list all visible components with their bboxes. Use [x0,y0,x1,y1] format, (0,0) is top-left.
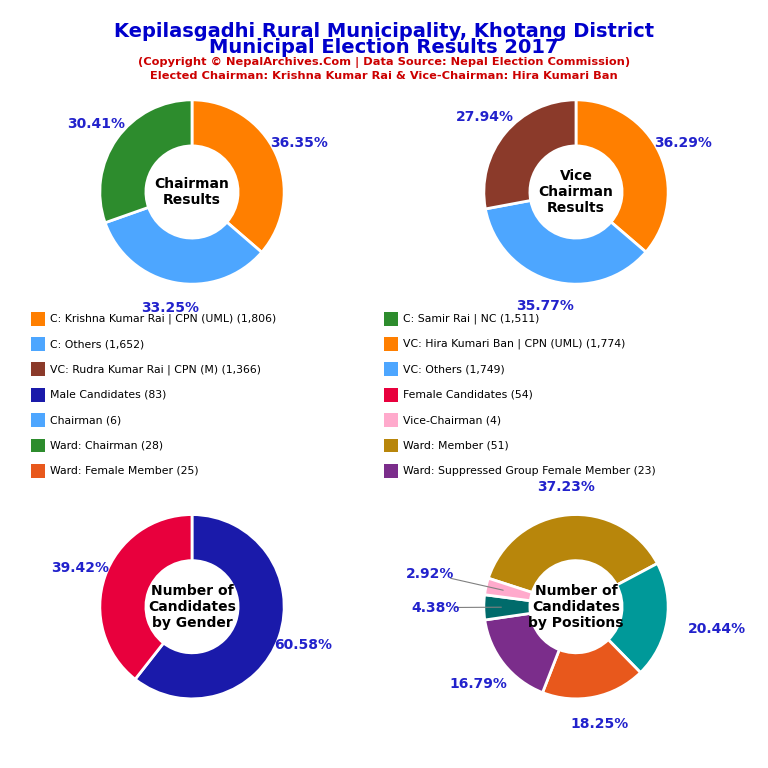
Wedge shape [542,640,641,699]
Text: Vice-Chairman (4): Vice-Chairman (4) [403,415,502,425]
Text: (Copyright © NepalArchives.Com | Data Source: Nepal Election Commission): (Copyright © NepalArchives.Com | Data So… [138,57,630,68]
Wedge shape [485,200,646,284]
Text: Ward: Female Member (25): Ward: Female Member (25) [50,465,199,476]
Text: Ward: Member (51): Ward: Member (51) [403,440,509,451]
Text: C: Krishna Kumar Rai | CPN (UML) (1,806): C: Krishna Kumar Rai | CPN (UML) (1,806) [50,313,276,324]
Wedge shape [192,100,284,252]
Wedge shape [135,515,284,699]
Wedge shape [100,100,192,223]
Wedge shape [576,100,668,252]
Wedge shape [608,564,668,673]
Text: Female Candidates (54): Female Candidates (54) [403,389,533,400]
Text: Male Candidates (83): Male Candidates (83) [50,389,167,400]
Text: 33.25%: 33.25% [141,301,199,315]
Text: 37.23%: 37.23% [537,480,594,495]
Text: 30.41%: 30.41% [67,117,124,131]
Wedge shape [485,578,532,601]
Text: 60.58%: 60.58% [274,638,333,652]
Wedge shape [105,207,262,284]
Text: Ward: Chairman (28): Ward: Chairman (28) [50,440,163,451]
Wedge shape [100,515,192,679]
Text: VC: Others (1,749): VC: Others (1,749) [403,364,505,375]
Text: 35.77%: 35.77% [516,299,574,313]
Text: Ward: Suppressed Group Female Member (23): Ward: Suppressed Group Female Member (23… [403,465,656,476]
Text: VC: Hira Kumari Ban | CPN (UML) (1,774): VC: Hira Kumari Ban | CPN (UML) (1,774) [403,339,626,349]
Text: Kepilasgadhi Rural Municipality, Khotang District: Kepilasgadhi Rural Municipality, Khotang… [114,22,654,41]
Wedge shape [485,614,559,693]
Text: Municipal Election Results 2017: Municipal Election Results 2017 [209,38,559,58]
Text: Number of
Candidates
by Gender: Number of Candidates by Gender [148,584,236,630]
Wedge shape [488,515,657,592]
Text: 36.29%: 36.29% [654,136,712,150]
Text: 4.38%: 4.38% [412,601,460,614]
Text: Vice
Chairman
Results: Vice Chairman Results [538,169,614,215]
Text: C: Samir Rai | NC (1,511): C: Samir Rai | NC (1,511) [403,313,540,324]
Text: VC: Rudra Kumar Rai | CPN (M) (1,366): VC: Rudra Kumar Rai | CPN (M) (1,366) [50,364,261,375]
Wedge shape [484,100,576,209]
Text: Number of
Candidates
by Positions: Number of Candidates by Positions [528,584,624,630]
Text: 20.44%: 20.44% [688,621,746,636]
Text: Chairman (6): Chairman (6) [50,415,121,425]
Text: 2.92%: 2.92% [406,567,455,581]
Text: Elected Chairman: Krishna Kumar Rai & Vice-Chairman: Hira Kumari Ban: Elected Chairman: Krishna Kumar Rai & Vi… [150,71,618,81]
Text: C: Others (1,652): C: Others (1,652) [50,339,144,349]
Text: 27.94%: 27.94% [456,110,515,124]
Text: 16.79%: 16.79% [449,677,508,691]
Text: 36.35%: 36.35% [270,136,328,150]
Text: 18.25%: 18.25% [571,717,629,731]
Wedge shape [484,594,531,620]
Text: 39.42%: 39.42% [51,561,110,575]
Text: Chairman
Results: Chairman Results [154,177,230,207]
